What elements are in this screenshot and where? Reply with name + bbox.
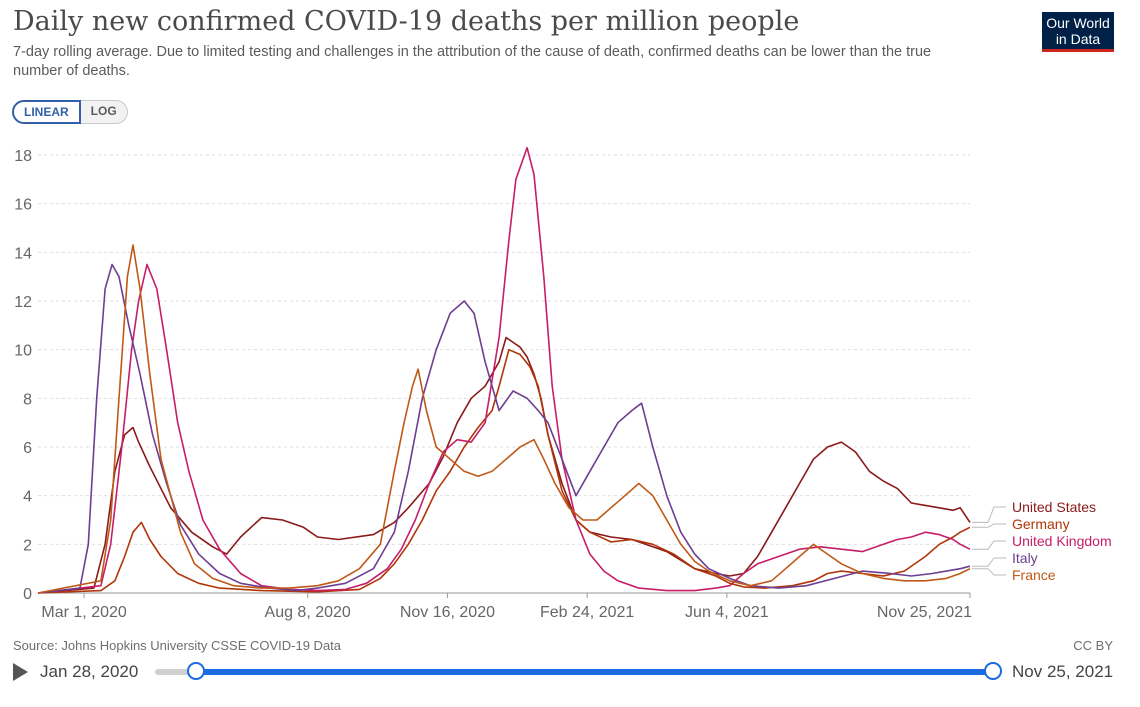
y-tick-label: 12 [14, 294, 32, 311]
timeline-end-date: Nov 25, 2021 [1012, 662, 1114, 681]
logo-line2: in Data [1055, 31, 1101, 47]
series-line-united-states [37, 336, 971, 594]
logo-line1: Our World [1046, 15, 1110, 31]
source-note[interactable]: Source: Johns Hopkins University CSSE CO… [13, 638, 342, 653]
y-tick-label: 4 [23, 489, 32, 506]
x-tick-label: Jun 4, 2021 [685, 604, 769, 621]
legend-connector [972, 506, 1006, 523]
y-tick-label: 14 [14, 245, 32, 262]
series-line-united-kingdom [37, 146, 971, 594]
series-line-germany [37, 348, 971, 594]
x-tick-label: Aug 8, 2020 [265, 604, 351, 621]
series-line-france [37, 244, 971, 594]
log-scale-button[interactable]: LOG [80, 100, 128, 124]
timeline-start-handle[interactable] [187, 662, 205, 680]
linear-scale-button[interactable]: LINEAR [12, 100, 81, 124]
x-tick-label: Nov 16, 2020 [400, 604, 495, 621]
legend-connector [972, 540, 1006, 550]
y-tick-label: 10 [14, 343, 32, 360]
license-link[interactable]: CC BY [1073, 638, 1113, 653]
legend-connector [972, 557, 1006, 567]
legend-connector [972, 568, 1006, 576]
chart-title: Daily new confirmed COVID-19 deaths per … [13, 6, 800, 37]
x-tick-label: Feb 24, 2021 [540, 604, 634, 621]
y-tick-label: 8 [23, 391, 32, 408]
owid-logo[interactable]: Our World in Data [1042, 12, 1114, 52]
y-tick-label: 0 [23, 586, 32, 603]
series-line-italy [37, 263, 971, 594]
y-tick-label: 16 [14, 197, 32, 214]
x-tick-label: Mar 1, 2020 [41, 604, 126, 621]
legend-label-france: France [1012, 567, 1056, 583]
legend-connector [972, 523, 1006, 528]
timeline-end-handle[interactable] [984, 662, 1002, 680]
timeline-start-date: Jan 28, 2020 [40, 662, 139, 681]
timeline-selected-range [195, 669, 993, 675]
scale-toggle: LINEAR LOG [12, 100, 128, 124]
legend-label-united-states: United States [1012, 499, 1096, 515]
y-tick-label: 2 [23, 537, 32, 554]
y-tick-label: 18 [14, 148, 32, 165]
legend-label-united-kingdom: United Kingdom [1012, 533, 1112, 549]
legend-label-germany: Germany [1012, 516, 1070, 532]
y-tick-label: 6 [23, 440, 32, 457]
chart-subtitle: 7-day rolling average. Due to limited te… [13, 44, 932, 79]
x-tick-label: Nov 25, 2021 [877, 604, 972, 621]
play-icon[interactable] [13, 663, 28, 681]
legend-label-italy: Italy [1012, 550, 1038, 566]
